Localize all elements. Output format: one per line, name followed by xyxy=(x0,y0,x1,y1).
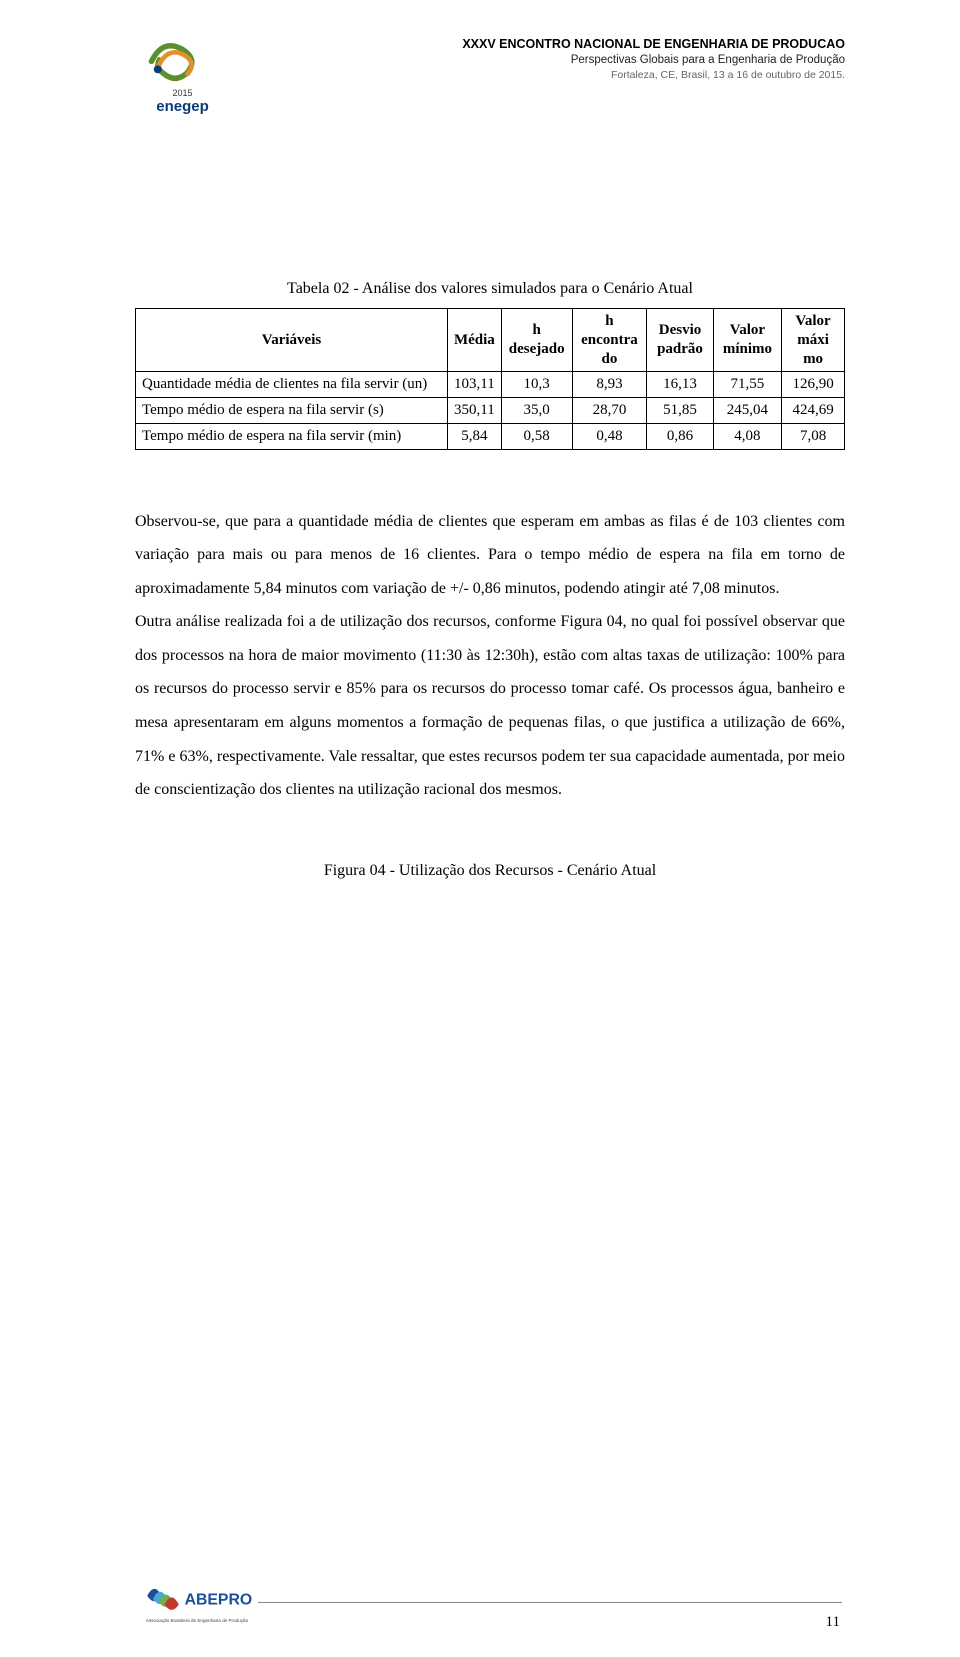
logo-name: enegep xyxy=(135,98,230,115)
body-paragraphs: Observou-se, que para a quantidade média… xyxy=(135,505,845,807)
cell-value: 10,3 xyxy=(501,372,572,398)
col-min: Valor mínimo xyxy=(713,309,781,372)
cell-value: 51,85 xyxy=(647,398,713,424)
cell-value: 126,90 xyxy=(782,372,845,398)
paragraph: Observou-se, que para a quantidade média… xyxy=(135,505,845,606)
col-desvio: Desvio padrão xyxy=(647,309,713,372)
cell-value: 0,48 xyxy=(572,423,647,449)
page-footer: ABEPRO Associação Brasileira de Engenhar… xyxy=(0,1567,960,1637)
cell-value: 245,04 xyxy=(713,398,781,424)
cell-value: 350,11 xyxy=(447,398,501,424)
cell-value: 0,86 xyxy=(647,423,713,449)
header-title: XXXV ENCONTRO NACIONAL DE ENGENHARIA DE … xyxy=(462,36,845,53)
table-row: Tempo médio de espera na fila servir (s)… xyxy=(136,398,845,424)
abepro-logo: ABEPRO Associação Brasileira de Engenhar… xyxy=(140,1567,255,1637)
cell-value: 16,13 xyxy=(647,372,713,398)
page-header: 2015 enegep XXXV ENCONTRO NACIONAL DE EN… xyxy=(135,30,845,120)
col-variaveis: Variáveis xyxy=(136,309,448,372)
header-text-block: XXXV ENCONTRO NACIONAL DE ENGENHARIA DE … xyxy=(462,36,845,83)
table-caption: Tabela 02 - Análise dos valores simulado… xyxy=(135,280,845,298)
cell-value: 0,58 xyxy=(501,423,572,449)
cell-value: 424,69 xyxy=(782,398,845,424)
paragraph: Outra análise realizada foi a de utiliza… xyxy=(135,605,845,807)
table-row: Tempo médio de espera na fila servir (mi… xyxy=(136,423,845,449)
abepro-logo-text: ABEPRO xyxy=(185,1592,253,1609)
col-h-desejado: h desejado xyxy=(501,309,572,372)
cell-value: 5,84 xyxy=(447,423,501,449)
cell-value: 4,08 xyxy=(713,423,781,449)
cell-variable: Tempo médio de espera na fila servir (mi… xyxy=(136,423,448,449)
col-h-encontrado: h encontra do xyxy=(572,309,647,372)
footer-rule xyxy=(258,1602,842,1603)
table-header-row: Variáveis Média h desejado h encontra do… xyxy=(136,309,845,372)
page-number: 11 xyxy=(826,1614,840,1637)
figure-caption: Figura 04 - Utilização dos Recursos - Ce… xyxy=(135,862,845,880)
cell-variable: Tempo médio de espera na fila servir (s) xyxy=(136,398,448,424)
table-row: Quantidade média de clientes na fila ser… xyxy=(136,372,845,398)
col-media: Média xyxy=(447,309,501,372)
cell-variable: Quantidade média de clientes na fila ser… xyxy=(136,372,448,398)
cell-value: 71,55 xyxy=(713,372,781,398)
enegep-swirl-icon xyxy=(135,30,215,85)
results-table: Variáveis Média h desejado h encontra do… xyxy=(135,308,845,450)
cell-value: 28,70 xyxy=(572,398,647,424)
abepro-logo-sub: Associação Brasileira de Engenharia de P… xyxy=(146,1618,249,1623)
abepro-logo-icon: ABEPRO Associação Brasileira de Engenhar… xyxy=(140,1567,255,1632)
col-max: Valor máxi mo xyxy=(782,309,845,372)
cell-value: 35,0 xyxy=(501,398,572,424)
cell-value: 8,93 xyxy=(572,372,647,398)
header-location: Fortaleza, CE, Brasil, 13 a 16 de outubr… xyxy=(462,68,845,82)
cell-value: 7,08 xyxy=(782,423,845,449)
enegep-logo: 2015 enegep xyxy=(135,30,230,115)
logo-year: 2015 xyxy=(135,88,230,98)
header-subtitle: Perspectivas Globais para a Engenharia d… xyxy=(462,53,845,69)
cell-value: 103,11 xyxy=(447,372,501,398)
